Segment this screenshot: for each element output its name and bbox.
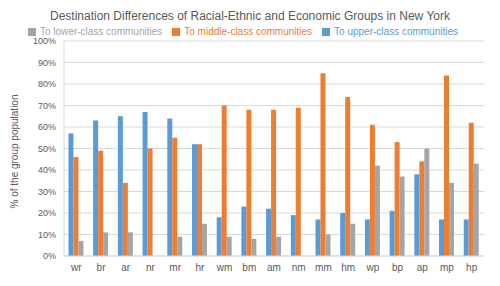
svg-text:20%: 20%: [38, 208, 56, 218]
svg-text:ap: ap: [417, 262, 429, 273]
svg-text:wp: wp: [365, 262, 379, 273]
svg-text:50%: 50%: [38, 144, 56, 154]
html-text:To middle-class communities: To middle-class communities: [184, 26, 313, 37]
html-text:To upper-class communities: To upper-class communities: [334, 26, 458, 37]
svg-text:wr: wr: [70, 262, 82, 273]
svg-text:ar: ar: [121, 262, 131, 273]
svg-text:40%: 40%: [38, 165, 56, 175]
svg-text:mp: mp: [440, 262, 454, 273]
html-text:To lower-class communities: To lower-class communities: [40, 26, 163, 37]
svg-text:90%: 90%: [38, 58, 56, 68]
svg-text:nr: nr: [146, 262, 156, 273]
svg-text:wm: wm: [216, 262, 233, 273]
svg-text:70%: 70%: [38, 101, 56, 111]
svg-text:br: br: [97, 262, 107, 273]
svg-text:30%: 30%: [38, 187, 56, 197]
svg-text:bp: bp: [392, 262, 404, 273]
svg-text:mm: mm: [315, 262, 332, 273]
svg-text:bm: bm: [242, 262, 256, 273]
svg-text:% of the group population: % of the group population: [9, 95, 20, 209]
svg-text:80%: 80%: [38, 79, 56, 89]
svg-text:0%: 0%: [43, 251, 56, 261]
svg-text:hp: hp: [466, 262, 478, 273]
svg-text:100%: 100%: [33, 36, 56, 46]
svg-text:hm: hm: [341, 262, 355, 273]
svg-text:mr: mr: [169, 262, 181, 273]
svg-text:am: am: [267, 262, 281, 273]
svg-text:10%: 10%: [38, 230, 56, 240]
svg-text:60%: 60%: [38, 122, 56, 132]
svg-text:nm: nm: [292, 262, 306, 273]
svg-text:hr: hr: [195, 262, 205, 273]
html-text:Destination Differences of Rac: Destination Differences of Racial-Ethnic…: [50, 9, 450, 23]
